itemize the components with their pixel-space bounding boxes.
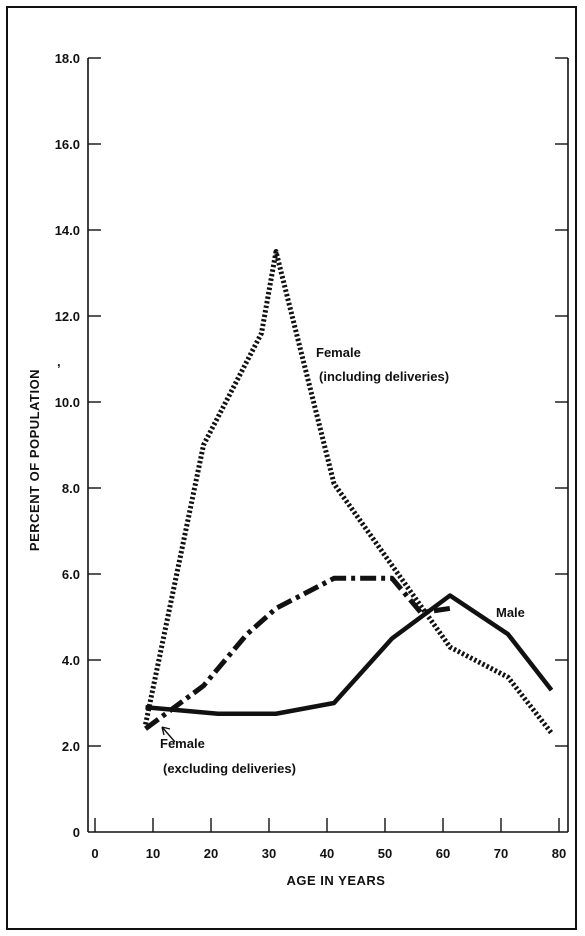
x-tick-label: 30 (262, 846, 276, 861)
x-tick-label: 10 (146, 846, 160, 861)
series-line-solid (145, 593, 554, 716)
annotation-female-including-line2: (including deliveries) (319, 369, 449, 384)
axes (87, 58, 569, 833)
x-tick-label: 40 (320, 846, 334, 861)
annotation-female-excluding-line2: (excluding deliveries) (163, 761, 296, 776)
y-tick-label: 8.0 (62, 481, 80, 496)
y-tick-label: 0 (73, 825, 80, 840)
x-axis-title: AGE IN YEARS (287, 873, 386, 888)
ticks: 0 2.0 4.0 6.0 8.0 10.0 12.0 14.0 16.0 18.0 0 10 20 30… (55, 51, 568, 861)
y-tick-label: 4.0 (62, 653, 80, 668)
y-axis-title: PERCENT OF POPULATION (27, 369, 42, 551)
x-tick-label: 80 (552, 846, 566, 861)
y-tick-label: 2.0 (62, 739, 80, 754)
annotation-arrow (161, 726, 176, 743)
y-tick-label: 12.0 (55, 309, 80, 324)
series-line-dashdot (144, 575, 451, 731)
series-lines (143, 249, 554, 735)
x-tick-label: 50 (378, 846, 392, 861)
series-line-dotted (143, 249, 554, 735)
x-tick-label: 0 (91, 846, 98, 861)
stray-mark: , (57, 354, 61, 369)
annotation-female-including-line1: Female (316, 345, 361, 360)
x-tick-label: 20 (204, 846, 218, 861)
annotation-male: Male (496, 605, 525, 620)
y-tick-label: 6.0 (62, 567, 80, 582)
chart-frame (6, 6, 577, 930)
annotation-female-excluding-line1: Female (160, 736, 205, 751)
y-tick-label: 16.0 (55, 137, 80, 152)
x-tick-label: 60 (436, 846, 450, 861)
x-tick-label: 70 (494, 846, 508, 861)
y-tick-label: 10.0 (55, 395, 80, 410)
y-tick-label: 14.0 (55, 223, 80, 238)
y-tick-label: 18.0 (55, 51, 80, 66)
